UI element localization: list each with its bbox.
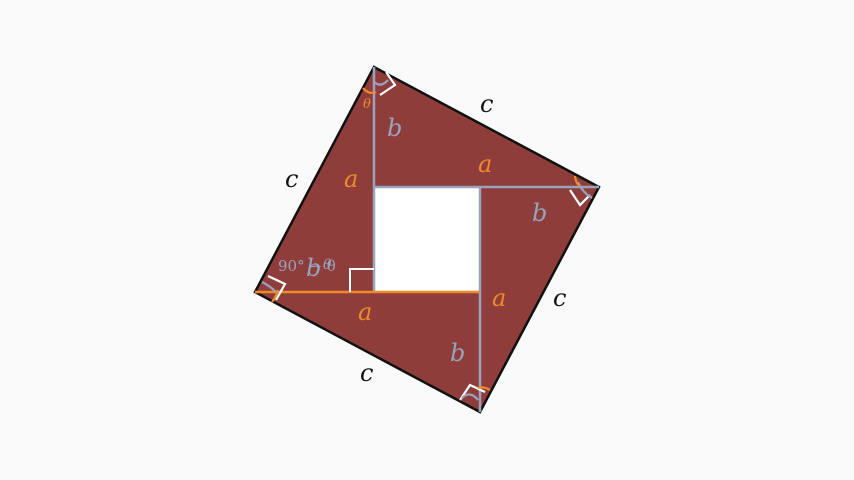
leg-b-label-right: b <box>532 199 547 227</box>
angle-theta-left: θ <box>323 257 332 273</box>
leg-a-right: a <box>492 284 506 312</box>
side-c-bottom: c <box>360 359 373 387</box>
side-c-top: c <box>480 90 493 118</box>
leg-a-bottom: a <box>358 298 372 326</box>
leg-a-top: a <box>478 150 492 178</box>
leg-b-label-bottom: b <box>450 339 465 367</box>
corner-marker-bottom <box>459 383 491 401</box>
leg-a-left: a <box>344 165 358 193</box>
leg-b-label-top: b <box>387 114 402 142</box>
angle-ninety-minus-theta: 90° − θ <box>278 257 336 275</box>
corner-marker-top <box>362 71 397 96</box>
leg-b-label-left: b <box>306 254 321 282</box>
right-angle-marker <box>349 268 374 292</box>
corner-marker-right <box>569 175 593 207</box>
inner-square <box>374 187 480 292</box>
side-c-left: c <box>285 165 298 193</box>
corner-marker-left <box>261 275 287 303</box>
side-c-right: c <box>553 284 566 312</box>
angle-theta-top: θ <box>363 97 371 112</box>
